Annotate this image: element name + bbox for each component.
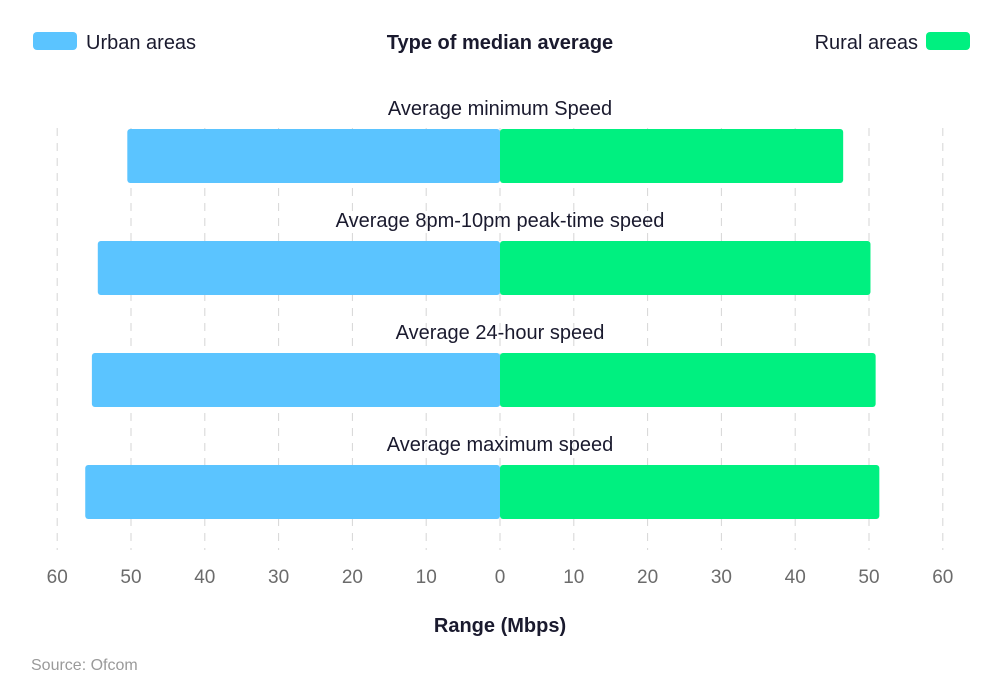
bar-rural — [500, 129, 844, 183]
x-tick-label: 50 — [120, 567, 141, 588]
bar-urban — [127, 129, 500, 183]
x-axis-ticks: 60 50 40 30 20 10 0 10 20 30 40 50 60 — [47, 567, 954, 588]
x-tick-label: 40 — [785, 567, 806, 588]
x-tick-label: 10 — [416, 567, 437, 588]
x-tick-label: 30 — [711, 567, 732, 588]
legend-swatch-rural — [926, 32, 970, 50]
bar-rural — [500, 241, 871, 295]
source-note: Source: Ofcom — [31, 657, 138, 674]
x-axis-label: Range (Mbps) — [434, 615, 566, 637]
chart-title: Type of median average — [387, 32, 613, 54]
category-label: Average 8pm-10pm peak-time speed — [336, 210, 665, 232]
bar-urban — [97, 241, 500, 295]
legend-label-rural: Rural areas — [815, 32, 918, 54]
category-label: Average minimum Speed — [388, 98, 612, 120]
bar-urban — [91, 353, 501, 407]
legend-swatch-urban — [33, 32, 77, 50]
bars — [85, 129, 880, 519]
x-tick-label: 10 — [563, 567, 584, 588]
category-labels: Average minimum Speed Average 8pm-10pm pe… — [336, 98, 665, 456]
category-label: Average 24-hour speed — [396, 322, 605, 344]
x-tick-label: 60 — [932, 567, 953, 588]
x-tick-label: 60 — [47, 567, 68, 588]
x-tick-label: 50 — [858, 567, 879, 588]
x-tick-label: 20 — [637, 567, 658, 588]
bar-urban — [85, 465, 500, 519]
legend-label-urban: Urban areas — [86, 32, 196, 54]
x-tick-label: 40 — [194, 567, 215, 588]
x-tick-label: 30 — [268, 567, 289, 588]
x-tick-label: 20 — [342, 567, 363, 588]
bar-rural — [500, 465, 880, 519]
category-label: Average maximum speed — [387, 434, 613, 456]
bar-rural — [500, 353, 876, 407]
x-tick-label: 0 — [495, 567, 506, 588]
